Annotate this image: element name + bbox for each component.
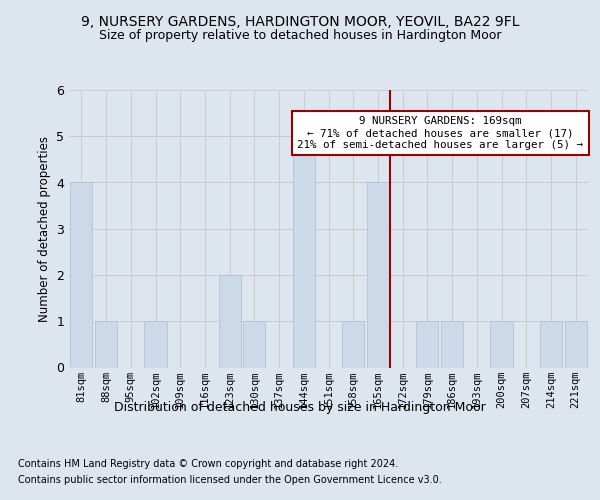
Bar	[540, 322, 562, 368]
Text: 9 NURSERY GARDENS: 169sqm
← 71% of detached houses are smaller (17)
21% of semi-: 9 NURSERY GARDENS: 169sqm ← 71% of detac…	[297, 116, 583, 150]
Bar	[441, 322, 463, 368]
Bar	[70, 182, 92, 368]
Text: Distribution of detached houses by size in Hardington Moor: Distribution of detached houses by size …	[114, 401, 486, 414]
Bar	[293, 136, 315, 368]
Bar	[342, 322, 364, 368]
Text: 9, NURSERY GARDENS, HARDINGTON MOOR, YEOVIL, BA22 9FL: 9, NURSERY GARDENS, HARDINGTON MOOR, YEO…	[81, 16, 519, 30]
Bar	[367, 182, 389, 368]
Bar	[565, 322, 587, 368]
Bar	[490, 322, 512, 368]
Text: Contains public sector information licensed under the Open Government Licence v3: Contains public sector information licen…	[18, 475, 442, 485]
Bar	[416, 322, 439, 368]
Bar	[243, 322, 265, 368]
Text: Contains HM Land Registry data © Crown copyright and database right 2024.: Contains HM Land Registry data © Crown c…	[18, 459, 398, 469]
Bar	[218, 275, 241, 368]
Y-axis label: Number of detached properties: Number of detached properties	[38, 136, 50, 322]
Text: Size of property relative to detached houses in Hardington Moor: Size of property relative to detached ho…	[99, 28, 501, 42]
Bar	[95, 322, 117, 368]
Bar	[145, 322, 167, 368]
